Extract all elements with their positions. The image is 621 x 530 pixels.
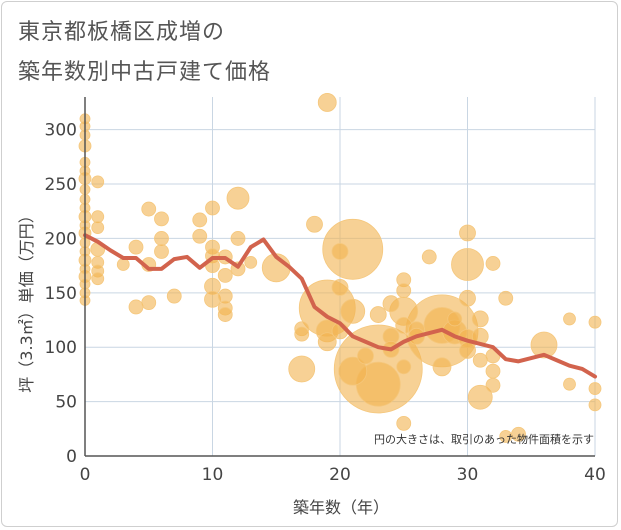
bubble-point (382, 295, 400, 313)
bubble-point (421, 249, 437, 265)
bubble-point (317, 332, 337, 352)
bubble-point (154, 211, 169, 227)
bubble-point (141, 201, 157, 217)
axes: 0 10 20 30 40 0 50 100 150 200 250 300 (45, 97, 606, 485)
y-tick-label: 300 (45, 121, 77, 141)
x-tick-label: 10 (202, 465, 224, 485)
bubble-point (432, 357, 452, 377)
trend-line (83, 233, 597, 379)
bubble-point (588, 398, 602, 412)
bubble-point (357, 347, 374, 365)
bubble-point (230, 231, 246, 246)
bubble-point (396, 283, 412, 299)
bubble-point (128, 299, 144, 315)
bubble-point (369, 306, 387, 323)
bubble-point (128, 239, 144, 255)
chart-title-line2: 築年数別中古戸建て価格 (18, 60, 272, 85)
bubble-point (154, 231, 169, 246)
x-tick-label: 30 (457, 465, 479, 485)
bubble-point (485, 363, 501, 379)
bubble-point (141, 295, 157, 311)
y-tick-label: 250 (45, 175, 77, 195)
x-tick-label: 0 (80, 465, 91, 485)
bubble-point (205, 200, 220, 216)
bubble-point (154, 244, 169, 259)
y-tick-label: 150 (45, 284, 77, 304)
x-tick-label: 40 (584, 465, 606, 485)
bubble-point (459, 289, 476, 307)
bubble-point (530, 331, 558, 359)
bubble-point (459, 342, 476, 359)
y-tick-label: 200 (45, 229, 77, 249)
bubble-point (294, 326, 310, 342)
bubble-point (217, 307, 233, 322)
x-axis-label: 築年数（年） (293, 498, 389, 517)
y-tick-label: 0 (66, 447, 77, 467)
bubble-point (91, 272, 105, 286)
bubble-point (498, 290, 514, 306)
bubble-series (78, 93, 602, 443)
bubble-point (485, 377, 501, 393)
bubble-point (340, 298, 366, 324)
bubble-point (459, 224, 476, 242)
y-tick-label: 50 (55, 393, 77, 413)
bubble-point (288, 355, 316, 383)
bubble-point (226, 186, 250, 210)
bubble-point (588, 382, 602, 395)
bubble-point (317, 93, 337, 112)
y-tick-label: 100 (45, 338, 77, 358)
chart-title-line1: 東京都板橋区成増の (18, 20, 226, 45)
bubble-point (396, 359, 412, 375)
bubble-point (91, 210, 105, 224)
bubble-point (331, 243, 349, 260)
bubble-point (331, 278, 349, 296)
bubble-point (563, 377, 576, 391)
bubble-point (396, 415, 412, 431)
bubble-point (91, 175, 105, 189)
bubble-point (322, 218, 384, 280)
bubble-point (204, 290, 221, 308)
bubble-point (244, 255, 258, 269)
bubble-point (116, 258, 130, 271)
bubble-point (217, 268, 233, 283)
y-axis-label: 坪（3.3㎡）単価（万円） (17, 207, 36, 392)
bubble-point (563, 312, 576, 326)
bubble-point (485, 256, 501, 271)
size-note: 円の大きさは、取引のあった物件面積を示す (374, 432, 594, 446)
bubble-point (499, 430, 513, 443)
trend-series (83, 233, 597, 379)
x-tick-label: 20 (329, 465, 351, 485)
bubble-point (306, 215, 323, 233)
bubble-point (91, 221, 105, 234)
bubble-point (467, 384, 493, 410)
bubble-point (166, 288, 182, 304)
bubble-point (588, 315, 602, 329)
bubble-point (338, 356, 368, 386)
bubble-point (447, 311, 463, 327)
bubble-point (471, 310, 489, 328)
bubble-point (192, 212, 208, 228)
bubble-point (451, 248, 484, 281)
bubble-point (472, 352, 488, 368)
bubble-point (192, 228, 208, 244)
